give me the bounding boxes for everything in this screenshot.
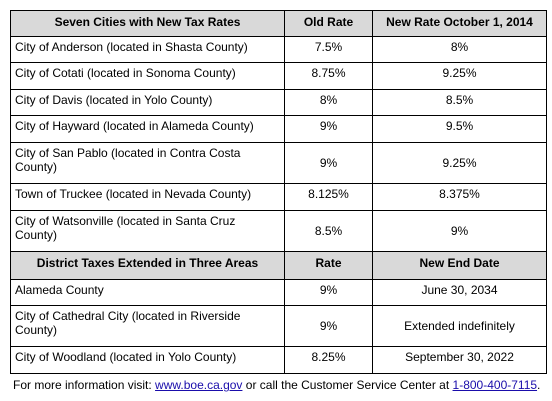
value-cell: 9% xyxy=(284,115,373,143)
header-cell: Rate xyxy=(284,251,373,280)
value-cell: 8% xyxy=(284,89,373,116)
value-cell: 8.375% xyxy=(372,183,547,211)
header-cell: New End Date xyxy=(372,251,547,280)
value-cell: 8.5% xyxy=(284,210,373,252)
location-cell: Town of Truckee (located in Nevada Count… xyxy=(10,183,285,211)
value-cell: 9.25% xyxy=(372,142,547,184)
footer-text: For more information visit: xyxy=(13,378,156,392)
table-row: Alameda County 9% June 30, 2034 xyxy=(10,279,547,306)
header-row: District Taxes Extended in Three Areas Ra… xyxy=(10,251,547,280)
value-cell: 9% xyxy=(284,142,373,184)
value-cell: June 30, 2034 xyxy=(372,279,547,306)
location-cell: City of Cotati (located in Sonoma County… xyxy=(10,62,285,90)
header-cell: District Taxes Extended in Three Areas xyxy=(10,251,285,280)
table-row: City of Cotati (located in Sonoma County… xyxy=(10,62,547,90)
value-cell: Extended indefinitely xyxy=(372,305,547,347)
value-cell: 9.25% xyxy=(372,62,547,90)
table-row: Town of Truckee (located in Nevada Count… xyxy=(10,183,547,211)
value-cell: 8.125% xyxy=(284,183,373,211)
location-cell: City of Woodland (located in Yolo County… xyxy=(10,346,285,374)
value-cell: 8.25% xyxy=(284,346,373,374)
table-row: City of Davis (located in Yolo County) 8%… xyxy=(10,89,547,116)
footer: For more information visit: www.boe.ca.g… xyxy=(13,378,540,392)
table-row: City of Anderson (located in Shasta Coun… xyxy=(10,36,547,63)
location-cell: City of Anderson (located in Shasta Coun… xyxy=(10,36,285,63)
footer-text: . xyxy=(537,378,541,392)
location-cell: City of Watsonville (located in Santa Cr… xyxy=(10,210,285,252)
header-cell: Seven Cities with New Tax Rates xyxy=(10,10,285,37)
table-row: City of San Pablo (located in Contra Cos… xyxy=(10,142,547,184)
value-cell: 8.5% xyxy=(372,89,547,116)
value-cell: 9.5% xyxy=(372,115,547,143)
footer-text: or call the Customer Service Center at xyxy=(242,378,453,392)
value-cell: September 30, 2022 xyxy=(372,346,547,374)
value-cell: 7.5% xyxy=(284,36,373,63)
value-cell: 8.75% xyxy=(284,62,373,90)
table-row: City of Hayward (located in Alameda Coun… xyxy=(10,115,547,143)
table-row: City of Cathedral City (located in River… xyxy=(10,305,547,347)
website-link[interactable]: www.boe.ca.gov xyxy=(155,378,243,392)
table-row: City of Woodland (located in Yolo County… xyxy=(10,346,547,374)
header-row: Seven Cities with New Tax Rates Old Rate N… xyxy=(10,10,547,37)
location-cell: City of San Pablo (located in Contra Cos… xyxy=(10,142,285,184)
location-cell: City of Hayward (located in Alameda Coun… xyxy=(10,115,285,143)
location-cell: Alameda County xyxy=(10,279,285,306)
header-cell: Old Rate xyxy=(284,10,373,37)
value-cell: 9% xyxy=(284,305,373,347)
value-cell: 8% xyxy=(372,36,547,63)
value-cell: 9% xyxy=(284,279,373,306)
tax-table: Seven Cities with New Tax Rates Old Rate N… xyxy=(10,10,547,374)
phone-link[interactable]: 1-800-400-7115 xyxy=(452,378,538,392)
table-row: City of Watsonville (located in Santa Cr… xyxy=(10,210,547,252)
header-cell: New Rate October 1, 2014 xyxy=(372,10,547,37)
value-cell: 9% xyxy=(372,210,547,252)
location-cell: City of Davis (located in Yolo County) xyxy=(10,89,285,116)
location-cell: City of Cathedral City (located in River… xyxy=(10,305,285,347)
